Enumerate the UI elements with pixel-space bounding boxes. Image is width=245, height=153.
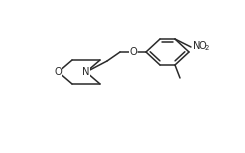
Text: N: N xyxy=(82,67,90,77)
Text: O: O xyxy=(54,67,62,77)
Text: N: N xyxy=(193,41,200,51)
Text: O: O xyxy=(129,47,137,57)
Text: 2: 2 xyxy=(205,45,209,52)
Text: O: O xyxy=(198,41,206,51)
